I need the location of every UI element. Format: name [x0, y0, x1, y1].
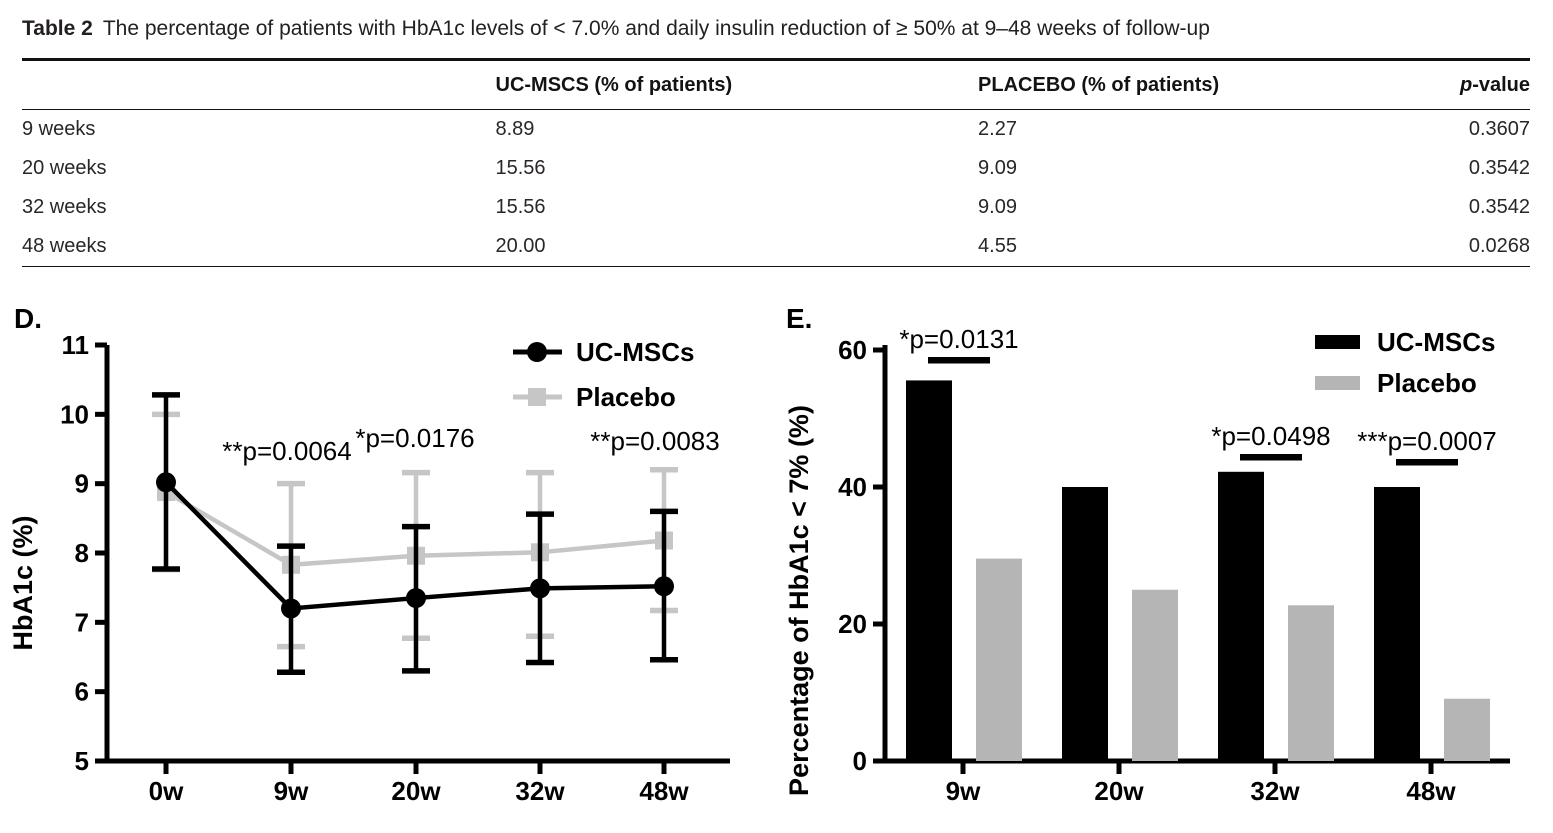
- ucmscs-value: 15.56: [495, 157, 546, 179]
- panel-label-d: D.: [14, 303, 42, 334]
- y-tick-label: 8: [75, 538, 89, 568]
- y-axis-title: Percentage of HbA1c < 7% (%): [784, 405, 814, 796]
- col-header-placebo: PLACEBO (% of patients): [978, 59, 1374, 110]
- col-header-empty: [22, 59, 496, 110]
- p-value-annotation: *p=0.0131: [899, 324, 1018, 354]
- bar-uc-mscs-20w: [1062, 487, 1108, 761]
- bar-placebo-9w: [976, 558, 1022, 761]
- legend-swatch: [1315, 335, 1360, 349]
- line-chart-hba1c: 5 6 7 8 9 10 11 0w 9w 20w 32w 48w HbA1c (%) UC-MSCs Pl…: [8, 330, 730, 806]
- data-point-marker: [281, 598, 301, 619]
- row-label: 32 weeks: [22, 196, 107, 218]
- x-tick-label: 32w: [1250, 776, 1300, 806]
- y-tick-label: 60: [838, 335, 867, 365]
- p-value-annotation: *p=0.0498: [1211, 421, 1330, 451]
- y-tick-label: 7: [75, 607, 89, 637]
- x-tick-label: 48w: [639, 776, 689, 806]
- bar-uc-mscs-9w: [906, 380, 952, 761]
- data-point-marker: [406, 588, 426, 609]
- table-row: 9 weeks 8.89 2.27 0.3607: [22, 110, 1530, 150]
- table-2: UC-MSCS (% of patients) PLACEBO (% of pa…: [22, 58, 1530, 267]
- p-value-annotation: **p=0.0064: [222, 436, 351, 466]
- p-value: 0.3542: [1468, 157, 1530, 179]
- table-header-row: UC-MSCS (% of patients) PLACEBO (% of pa…: [22, 59, 1530, 110]
- placebo-value: 9.09: [978, 157, 1017, 179]
- legend-swatch: [1315, 376, 1360, 390]
- y-tick-label: 6: [75, 677, 89, 707]
- col-header-pvalue: p-value: [1373, 59, 1530, 110]
- p-value: 0.3607: [1468, 118, 1530, 140]
- bar-placebo-32w: [1288, 605, 1334, 761]
- table-row: 32 weeks 15.56 9.09 0.3542: [22, 188, 1530, 227]
- legend-marker: [528, 388, 546, 406]
- placebo-value: 2.27: [978, 118, 1017, 140]
- x-tick-label: 9w: [274, 776, 309, 806]
- legend-label: UC-MSCs: [1377, 327, 1495, 357]
- x-tick-label: 32w: [515, 776, 565, 806]
- y-axis-title: HbA1c (%): [8, 515, 38, 650]
- p-value: 0.3542: [1468, 196, 1530, 218]
- p-value: 0.0268: [1468, 235, 1530, 257]
- row-label: 9 weeks: [22, 118, 96, 140]
- x-tick-label: 20w: [1094, 776, 1144, 806]
- data-point-marker: [530, 578, 550, 599]
- p-value-annotation: **p=0.0083: [590, 426, 719, 456]
- placebo-value: 9.09: [978, 196, 1017, 218]
- table-caption-label: Table 2: [22, 17, 93, 40]
- row-label: 48 weeks: [22, 235, 107, 257]
- table-row: 20 weeks 15.56 9.09 0.3542: [22, 149, 1530, 188]
- y-tick-label: 10: [60, 399, 89, 429]
- table-row: 48 weeks 20.00 4.55 0.0268: [22, 227, 1530, 267]
- significance-line: [928, 357, 990, 364]
- y-tick-label: 20: [838, 609, 867, 639]
- data-point-marker: [654, 576, 674, 597]
- ucmscs-value: 15.56: [495, 196, 546, 218]
- p-value-annotation: *p=0.0176: [355, 423, 474, 453]
- significance-line: [1396, 459, 1458, 466]
- y-tick-label: 5: [75, 746, 89, 776]
- x-tick-label: 0w: [149, 776, 184, 806]
- p-value-annotation: ***p=0.0007: [1357, 426, 1497, 456]
- y-tick-label: 40: [838, 472, 867, 502]
- row-label: 20 weeks: [22, 157, 107, 179]
- legend-marker: [527, 342, 547, 362]
- legend-label: Placebo: [576, 382, 676, 412]
- placebo-value: 4.55: [978, 235, 1017, 257]
- y-tick-label: 0: [853, 746, 867, 776]
- ucmscs-value: 8.89: [495, 118, 535, 140]
- data-point-marker: [156, 472, 176, 493]
- x-tick-label: 9w: [946, 776, 981, 806]
- bar-placebo-20w: [1132, 589, 1178, 761]
- bar-uc-mscs-48w: [1374, 487, 1420, 761]
- bar-chart-hba1c-under-7: 0 20 40 60 9w 20w 32w 48w Percentage of HbA1c < …: [784, 324, 1510, 806]
- y-tick-label: 9: [75, 469, 89, 499]
- y-tick-label: 11: [62, 330, 90, 360]
- ucmscs-value: 20.00: [495, 235, 546, 257]
- table-caption-text: The percentage of patients with HbA1c le…: [102, 17, 1210, 40]
- legend-label: Placebo: [1377, 368, 1477, 398]
- table-caption: Table 2 The percentage of patients with H…: [22, 16, 1530, 42]
- x-tick-label: 48w: [1406, 776, 1456, 806]
- legend-label: UC-MSCs: [576, 337, 694, 367]
- x-tick-label: 20w: [391, 776, 441, 806]
- significance-line: [1240, 454, 1302, 461]
- bar-placebo-48w: [1444, 698, 1490, 761]
- col-header-ucmscs: UC-MSCS (% of patients): [495, 59, 979, 110]
- bar-uc-mscs-32w: [1218, 471, 1264, 761]
- panel-label-e: E.: [786, 303, 813, 334]
